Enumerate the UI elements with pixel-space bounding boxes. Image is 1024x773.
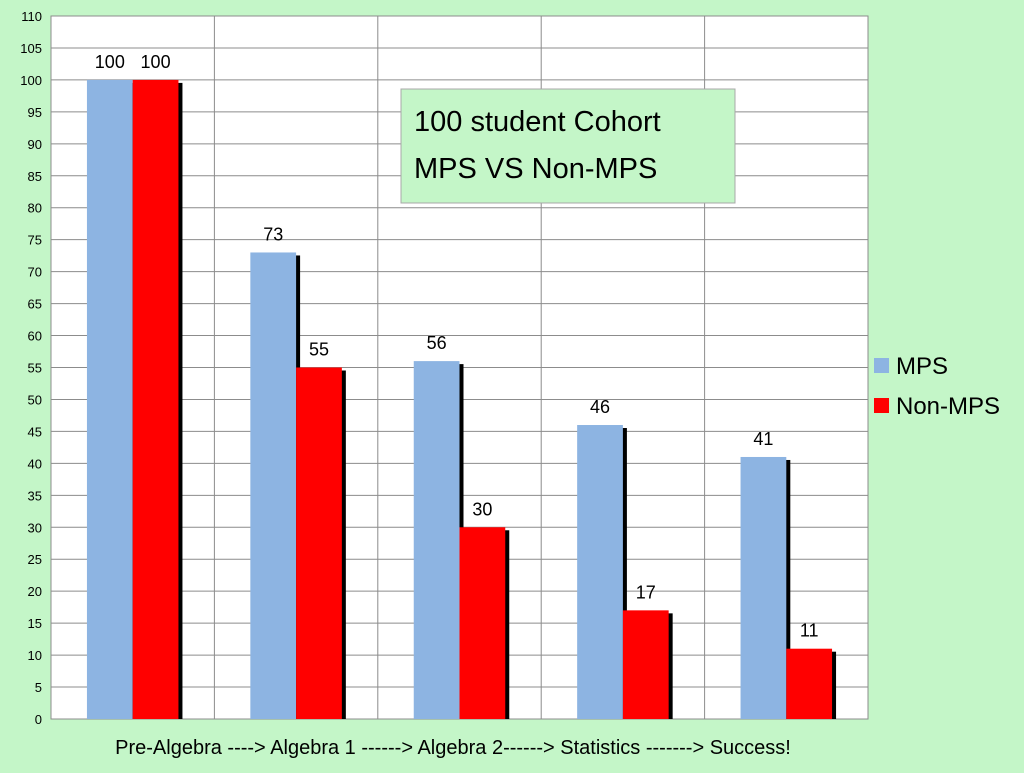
data-label: 30 xyxy=(472,499,492,519)
y-tick-label: 105 xyxy=(20,41,42,56)
bar-mps xyxy=(250,252,297,720)
data-label: 55 xyxy=(309,340,329,360)
y-tick-label: 35 xyxy=(28,488,42,503)
data-label: 46 xyxy=(590,397,610,417)
data-labels: 100 100 73 55 56 30 46 17 41 11 xyxy=(95,52,819,641)
x-axis-label: Pre-Algebra ----> Algebra 1 ------> Alge… xyxy=(115,737,791,759)
legend-swatch xyxy=(874,398,889,413)
y-tick-label: 15 xyxy=(28,616,42,631)
y-tick-label: 30 xyxy=(28,520,42,535)
y-tick-label: 80 xyxy=(28,201,42,216)
bar-non-mps xyxy=(459,527,506,719)
y-tick-label: 110 xyxy=(21,9,42,24)
y-tick-label: 85 xyxy=(28,169,42,184)
annotation-line-1: 100 student Cohort xyxy=(414,106,661,138)
y-tick-label: 100 xyxy=(20,73,42,88)
y-tick-label: 50 xyxy=(28,392,42,407)
y-tick-label: 40 xyxy=(28,456,42,471)
bars xyxy=(86,79,837,720)
y-tick-label: 90 xyxy=(28,137,42,152)
bar-mps xyxy=(86,79,133,720)
y-tick-label: 60 xyxy=(28,329,42,344)
y-tick-label: 45 xyxy=(28,424,42,439)
bar-mps xyxy=(740,456,787,719)
legend-swatch xyxy=(874,358,889,373)
y-tick-label: 95 xyxy=(28,105,42,120)
data-label: 41 xyxy=(753,429,773,449)
y-tick-label: 25 xyxy=(28,552,42,567)
bar-mps xyxy=(413,361,460,719)
data-label: 100 xyxy=(95,52,125,72)
y-tick-label: 5 xyxy=(35,680,42,695)
annotation-box: 100 student Cohort MPS VS Non-MPS xyxy=(400,88,736,204)
y-tick-label: 55 xyxy=(28,361,42,376)
y-tick-label: 10 xyxy=(28,648,42,663)
y-tick-label: 0 xyxy=(35,712,42,727)
y-tick-label: 20 xyxy=(28,584,42,599)
legend: MPS Non-MPS xyxy=(874,353,1000,420)
y-tick-label: 65 xyxy=(28,297,42,312)
legend-label: Non-MPS xyxy=(896,393,1000,420)
data-label: 11 xyxy=(800,621,819,641)
bar-mps xyxy=(577,425,623,719)
annotation-background xyxy=(400,88,736,204)
bar-non-mps xyxy=(296,367,342,719)
legend-label: MPS xyxy=(896,353,948,380)
bar-non-mps xyxy=(786,648,833,719)
bar-non-mps xyxy=(132,79,179,720)
data-label: 56 xyxy=(427,333,447,353)
data-label: 17 xyxy=(636,582,656,602)
data-label: 73 xyxy=(263,224,283,244)
y-tick-label: 70 xyxy=(28,265,42,280)
y-axis-ticks: 0 5 10 15 20 25 30 35 40 45 50 55 60 65 70 75 80 85 90 95 10… xyxy=(20,9,42,727)
data-label: 100 xyxy=(141,52,171,72)
y-tick-label: 75 xyxy=(28,233,42,248)
bar-non-mps xyxy=(622,610,669,719)
annotation-line-2: MPS VS Non-MPS xyxy=(414,153,657,185)
